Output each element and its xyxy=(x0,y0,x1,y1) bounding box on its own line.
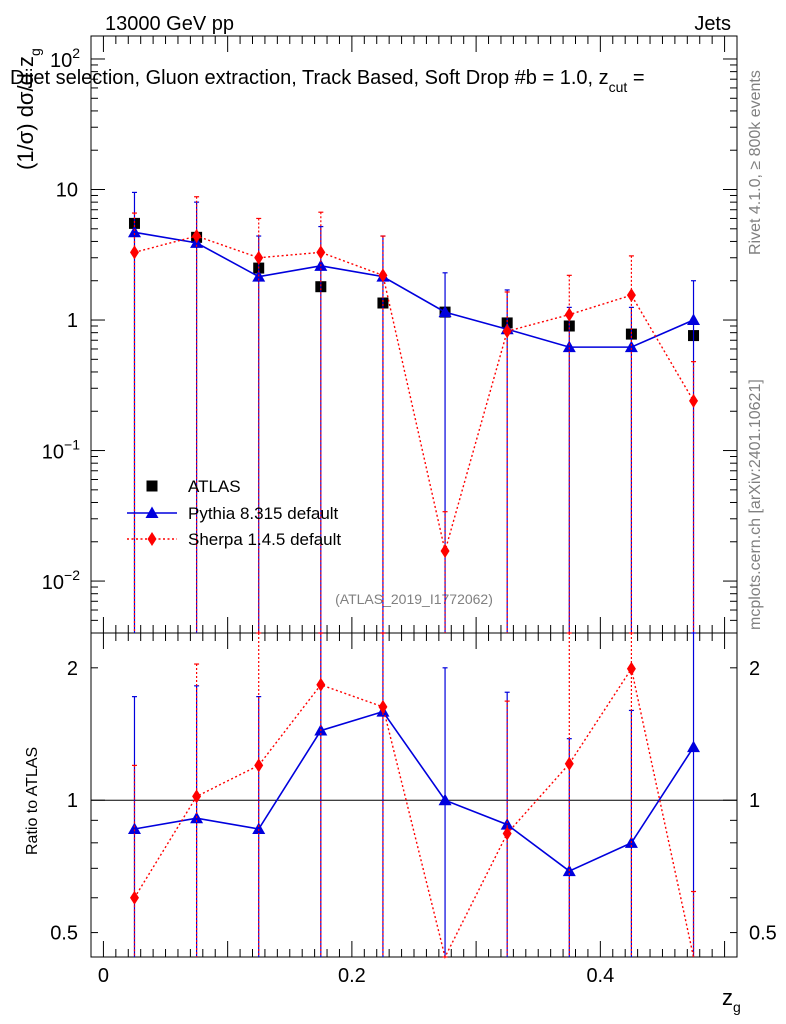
ratio-panel-frame xyxy=(90,632,738,958)
main-sherpa-point xyxy=(316,245,326,260)
main-y-tick-label: 102 xyxy=(50,45,80,72)
main-pythia-point xyxy=(624,340,638,353)
main-y-tick-label: 10−1 xyxy=(42,437,80,464)
ratio-y-tick-label-right: 1 xyxy=(749,790,760,812)
main-atlas-series xyxy=(128,217,700,342)
main-sherpa-point xyxy=(192,229,202,244)
x-axis-title: zg xyxy=(722,985,741,1015)
ratio-y-tick-label-right: 0.5 xyxy=(749,923,777,945)
subtitle-tail: = xyxy=(627,67,644,89)
ratio-pythia-series xyxy=(127,632,701,957)
ratio-y-tick-label: 1 xyxy=(67,790,78,812)
ratio-pythia-point xyxy=(500,818,514,830)
main-y-tick-label: 10−2 xyxy=(42,567,80,594)
main-sherpa-point xyxy=(378,268,388,283)
ratio-sherpa-series xyxy=(129,632,697,960)
ratio-sherpa-point xyxy=(192,789,202,804)
legend: ATLAS Pythia 8.315 default Sherpa 1.4.5 de… xyxy=(127,477,341,549)
ratio-y-tick-label: 0.5 xyxy=(50,923,78,945)
analysis-watermark: (ATLAS_2019_I1772062) xyxy=(335,591,493,607)
subtitle-main: Dijet selection, Gluon extraction, Track… xyxy=(10,67,609,89)
axes-layer: 102 10 1 10−1 10−2 0.5 0.5 1 1 2 2 0 0.2 0.4 xyxy=(42,36,777,987)
main-pythia-point xyxy=(127,225,141,238)
ratio-pythia-point xyxy=(687,740,701,753)
main-y-tick-label: 10 xyxy=(56,180,78,202)
legend-sherpa-marker xyxy=(147,532,157,546)
main-sherpa-point xyxy=(564,307,574,322)
ratio-sherpa-line xyxy=(133,666,695,960)
main-pythia-series xyxy=(127,191,701,633)
ratio-y-axis-title: Ratio to ATLAS xyxy=(24,747,41,855)
legend-pythia-marker xyxy=(145,506,159,518)
main-sherpa-point xyxy=(626,288,636,303)
subtitle-sub: cut xyxy=(609,79,628,95)
legend-pythia-label: Pythia 8.315 default xyxy=(188,504,339,523)
ratio-sherpa-point xyxy=(129,890,139,905)
ratio-y-tick-label: 2 xyxy=(67,658,78,680)
main-pythia-line xyxy=(134,231,694,348)
subtitle: Dijet selection, Gluon extraction, Track… xyxy=(10,67,645,95)
ratio-pythia-point xyxy=(252,822,266,835)
main-sherpa-point xyxy=(129,245,139,260)
main-y-tick-label: 1 xyxy=(67,310,78,332)
ratio-sherpa-point xyxy=(502,826,512,841)
ratio-sherpa-point xyxy=(378,699,388,714)
x-tick-label: 0 xyxy=(98,965,109,987)
ratio-sherpa-point xyxy=(626,661,636,676)
ratio-sherpa-point xyxy=(564,756,574,771)
main-sherpa-point xyxy=(689,393,699,408)
main-sherpa-point xyxy=(254,250,264,265)
main-pythia-point xyxy=(562,340,576,353)
ratio-sherpa-point xyxy=(254,758,264,773)
mcplots-label: mcplots.cern.ch [arXiv:2401.10621] xyxy=(747,379,764,630)
jets-label: Jets xyxy=(694,13,731,35)
ratio-y-tick-label-right: 2 xyxy=(749,658,760,680)
main-pythia-point xyxy=(438,305,452,318)
energy-label: 13000 GeV pp xyxy=(105,13,234,35)
ratio-pythia-line xyxy=(134,710,695,872)
x-tick-label: 0.4 xyxy=(586,965,614,987)
legend-atlas-label: ATLAS xyxy=(188,477,241,496)
main-pythia-point xyxy=(687,313,701,326)
legend-sherpa-label: Sherpa 1.4.5 default xyxy=(188,530,341,549)
series-layer xyxy=(127,191,701,960)
ratio-pythia-point xyxy=(438,793,452,806)
main-sherpa-point xyxy=(502,324,512,339)
main-y-axis-title: (1/σ) dσ/d zg xyxy=(13,48,43,170)
main-sherpa-series xyxy=(129,196,699,633)
legend-atlas-marker xyxy=(146,480,158,492)
rivet-version-label: Rivet 4.1.0, ≥ 800k events xyxy=(747,70,764,255)
x-tick-label: 0.2 xyxy=(338,965,366,987)
main-sherpa-point xyxy=(440,543,450,558)
ratio-pythia-point xyxy=(127,822,141,835)
ratio-sherpa-point xyxy=(316,677,326,692)
